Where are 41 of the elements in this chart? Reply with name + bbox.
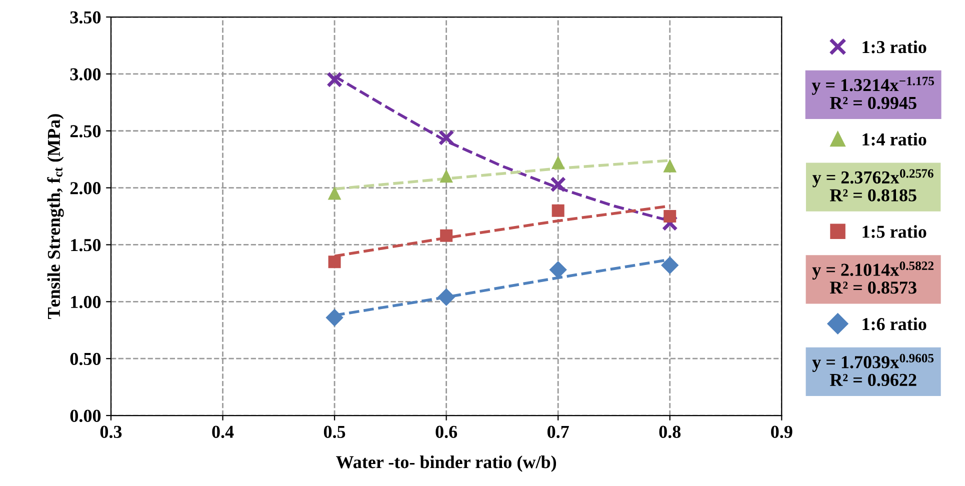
x-tick-label: 0.7 [547, 426, 569, 438]
y-tick-label: 0.50 [70, 352, 101, 366]
point [326, 309, 344, 326]
point [326, 72, 343, 88]
point [550, 261, 567, 278]
y-axis-title: Tensile Strength, f$_{ct}$ (MPa) [47, 114, 64, 319]
x-tick-label: 0.3 [100, 426, 122, 438]
point [552, 204, 564, 217]
x-tick-label: 0.6 [436, 426, 458, 438]
legend-label: 1:3 ratio [862, 40, 926, 54]
text: y = 2.1014x$^{0.5822}$ R² = 0.8573 [812, 262, 934, 294]
legend-label: 1:5 ratio [862, 225, 926, 238]
point [440, 170, 453, 183]
point [438, 130, 454, 146]
point [664, 210, 676, 223]
y-tick-label: 2.50 [70, 125, 101, 138]
point [328, 187, 341, 200]
x-tick-label: 0.5 [324, 426, 346, 438]
x-axis-title: Water -to- binder ratio (w/b) [336, 456, 556, 472]
point [550, 176, 566, 192]
point [552, 156, 564, 170]
point [438, 288, 455, 306]
y-tick-label: 0.00 [70, 410, 101, 422]
point [328, 256, 341, 268]
text: y = 1.7039x$^{0.9605}$ R² = 0.9622 [812, 354, 934, 386]
point [440, 229, 453, 242]
x-tick-label: 0.4 [212, 426, 234, 438]
text: y = 1.3214x$^{−1.175}$ R² = 0.9945 [812, 76, 934, 110]
y-tick-label: 3.00 [70, 68, 101, 80]
point [664, 160, 676, 172]
x-tick-label: 0.9 [771, 426, 792, 438]
y-tick-label: 1.00 [71, 296, 101, 308]
y-tick-label: 1.50 [71, 238, 101, 252]
x-tick-label: 0.8 [659, 426, 681, 438]
legend-label: 1:6 ratio [862, 317, 926, 330]
y-tick-label: 2.00 [70, 182, 101, 194]
text: y = 2.3762x$^{0.2576}$ R² = 0.8185 [812, 169, 934, 202]
point [661, 256, 678, 274]
y-tick-label: 3.50 [70, 11, 101, 24]
point [662, 215, 678, 232]
legend-label: 1:4 ratio [862, 132, 926, 146]
